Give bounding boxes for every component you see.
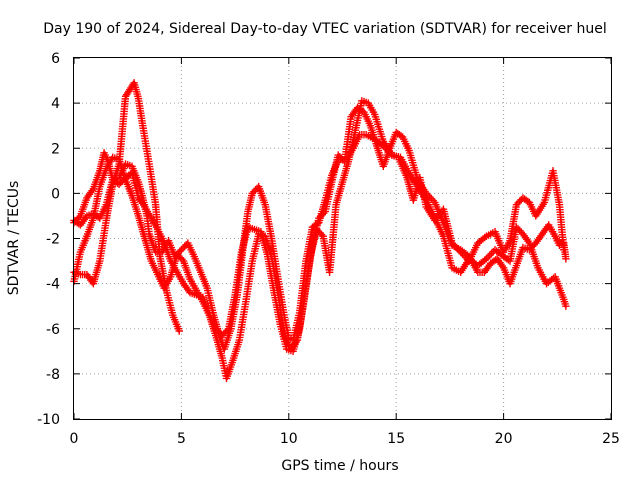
plot-frame <box>73 57 612 420</box>
series-track-1 <box>70 79 183 335</box>
grid-layer <box>74 58 611 419</box>
x-tick-label: 5 <box>177 431 186 447</box>
y-tick-label: -10 <box>37 412 60 428</box>
tick-layer: 0 5 10 15 20 25 -10 -8 -6 -4 -2 0 2 4 6 <box>37 51 620 447</box>
data-point <box>562 255 570 263</box>
x-tick-label: 25 <box>602 431 620 447</box>
data-point <box>175 327 183 335</box>
data-layer <box>70 79 570 383</box>
y-tick-label: 2 <box>51 141 60 157</box>
y-tick-label: 6 <box>51 51 60 67</box>
x-tick-label: 20 <box>495 431 513 447</box>
y-tick-label: -6 <box>46 322 60 338</box>
x-tick-label: 0 <box>70 431 79 447</box>
y-tick-label: -8 <box>46 367 60 383</box>
x-tick-label: 10 <box>280 431 298 447</box>
x-axis-label: GPS time / hours <box>281 458 398 474</box>
data-point <box>562 302 570 310</box>
series-track-4 <box>70 103 570 356</box>
y-tick-label: 4 <box>51 96 60 112</box>
y-tick-label: 0 <box>51 186 60 202</box>
y-axis-label: SDTVAR / TECUs <box>6 181 22 296</box>
x-tick-label: 15 <box>387 431 405 447</box>
chart-title: Day 190 of 2024, Sidereal Day-to-day VTE… <box>43 21 606 37</box>
y-tick-label: -4 <box>46 277 60 293</box>
y-tick-label: -2 <box>46 232 60 248</box>
